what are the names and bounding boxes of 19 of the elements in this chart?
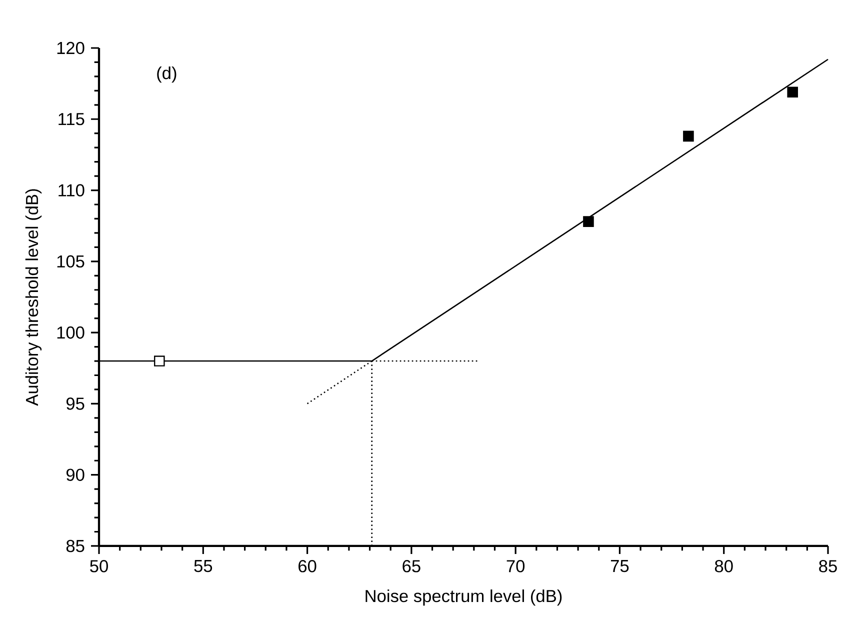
x-tick-label: 55 bbox=[194, 560, 212, 572]
x-tick-label: 80 bbox=[714, 560, 733, 572]
x-axis-title: Noise spectrum level (dB) bbox=[366, 589, 562, 606]
y-axis-title: Auditory threshold level (dB) bbox=[25, 189, 42, 406]
y-tick-label: 110 bbox=[58, 184, 84, 196]
y-tick-label: 85 bbox=[66, 540, 84, 552]
y-tick-label: 90 bbox=[66, 468, 84, 481]
x-tick-label: 85 bbox=[819, 560, 837, 572]
y-tick-label: 115 bbox=[58, 113, 84, 126]
x-tick-label: 65 bbox=[402, 560, 420, 572]
x-tick-label: 50 bbox=[90, 560, 108, 572]
y-tick-label: 95 bbox=[66, 398, 84, 410]
x-tick-label: 75 bbox=[610, 560, 629, 572]
annotation: (d) bbox=[157, 66, 176, 83]
y-tick-label: 120 bbox=[57, 42, 84, 54]
y-tick-label: 105 bbox=[57, 255, 84, 268]
y-tick-label: 100 bbox=[57, 326, 84, 339]
x-tick-label: 70 bbox=[506, 560, 525, 572]
x-tick-label: 60 bbox=[298, 560, 316, 572]
